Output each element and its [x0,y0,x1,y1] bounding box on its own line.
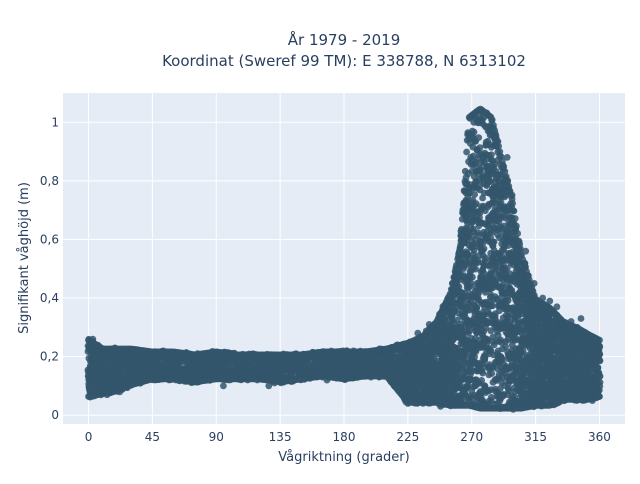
data-point [471,191,478,198]
data-point [463,149,470,156]
chart-title-line-1: År 1979 - 2019 [288,30,401,49]
data-point [491,239,498,246]
data-point [488,370,495,377]
data-point [508,193,515,200]
data-point [477,144,484,151]
data-point [488,151,495,158]
data-point [512,215,519,222]
data-point [464,250,471,257]
data-point [469,274,476,281]
data-point [475,134,482,141]
data-point [513,223,520,230]
data-point [509,200,516,207]
data-point [516,238,523,245]
data-point [481,245,488,252]
chart-title-line-2: Koordinat (Sweref 99 TM): E 338788, N 63… [162,52,526,70]
data-point [514,230,521,237]
data-point [505,297,512,304]
data-point [489,302,496,309]
data-point [482,255,489,262]
data-point [471,129,478,136]
data-point [479,370,486,377]
data-point [511,208,518,215]
